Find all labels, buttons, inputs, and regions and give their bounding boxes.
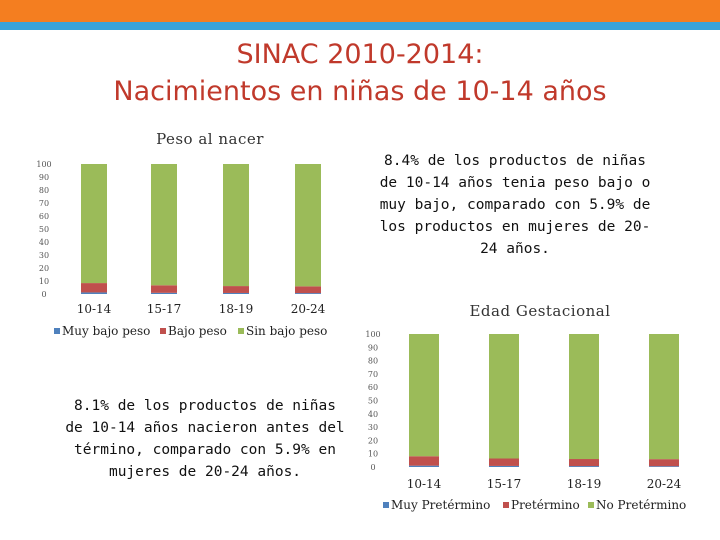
edad-bar-10-14-muy-pretérmino <box>409 465 439 467</box>
slide-title-line-2: Nacimientos en niñas de 10-14 años <box>113 76 607 107</box>
edad-y-tick-label: 80 <box>368 357 378 366</box>
edad-y-tick-label: 70 <box>368 370 378 379</box>
chart-title-peso: Peso al nacer <box>156 130 264 148</box>
edad-bar-10-14-no-pretérmino <box>409 334 439 457</box>
peso-y-tick-label: 50 <box>39 225 49 234</box>
peso-y-tick-label: 60 <box>39 212 49 221</box>
edad-legend-swatch <box>588 502 594 508</box>
edad-y-tick-label: 100 <box>365 330 380 339</box>
edad-bar-10-14-pretérmino <box>409 456 439 466</box>
peso-y-tick-label: 100 <box>36 160 51 169</box>
edad-bar-20-24-muy-pretérmino <box>649 466 679 467</box>
peso-legend-label: Sin bajo peso <box>246 324 327 338</box>
peso-category-label: 15-17 <box>147 302 182 316</box>
peso-bar-10-14-bajo-peso <box>81 283 107 293</box>
chart-title-edad: Edad Gestacional <box>469 302 611 320</box>
peso-legend-swatch <box>238 328 244 334</box>
edad-y-tick-label: 90 <box>368 343 378 352</box>
edad-bar-18-19-pretérmino <box>569 459 599 467</box>
edad-y-tick-label: 60 <box>368 383 378 392</box>
peso-bar-18-19-sin-bajo-peso <box>223 164 249 287</box>
edad-y-tick-label: 50 <box>368 397 378 406</box>
edad-category-label: 20-24 <box>647 477 682 491</box>
edad-y-tick-label: 40 <box>368 410 378 419</box>
top-accent-bar <box>0 0 720 22</box>
edad-note: 8.1% de los productos de niñas de 10-14 … <box>65 398 345 480</box>
edad-legend-label: No Pretérmino <box>596 498 686 512</box>
peso-bar-10-14-muy-bajo-peso <box>81 292 107 294</box>
peso-category-label: 18-19 <box>219 302 254 316</box>
peso-y-tick-label: 90 <box>39 173 49 182</box>
peso-note: 8.4% de los productos de niñas de 10-14 … <box>379 153 651 257</box>
peso-y-tick-label: 70 <box>39 199 49 208</box>
peso-bar-15-17-sin-bajo-peso <box>151 164 177 286</box>
peso-bar-10-14-sin-bajo-peso <box>81 164 107 284</box>
edad-category-label: 15-17 <box>487 477 522 491</box>
peso-y-tick-label: 30 <box>39 251 49 260</box>
edad-y-tick-label: 10 <box>368 450 378 459</box>
edad-bar-20-24-no-pretérmino <box>649 334 679 460</box>
peso-bar-18-19-muy-bajo-peso <box>223 292 249 294</box>
peso-bar-20-24-muy-bajo-peso <box>295 293 321 294</box>
slide-title-line-1: SINAC 2010-2014: <box>236 39 484 70</box>
peso-legend-swatch <box>160 328 166 334</box>
peso-y-tick-label: 40 <box>39 238 49 247</box>
edad-bar-15-17-pretérmino <box>489 458 519 466</box>
edad-y-tick-label: 30 <box>368 423 378 432</box>
slide-title: SINAC 2010-2014: Nacimientos en niñas de… <box>0 36 720 110</box>
edad-y-tick-label: 0 <box>370 463 375 472</box>
edad-legend-label: Muy Pretérmino <box>391 498 490 512</box>
edad-bar-15-17-no-pretérmino <box>489 334 519 459</box>
peso-y-tick-label: 10 <box>39 277 49 286</box>
peso-bar-15-17-bajo-peso <box>151 285 177 293</box>
peso-bar-18-19-bajo-peso <box>223 286 249 293</box>
peso-y-tick-label: 80 <box>39 186 49 195</box>
edad-bar-15-17-muy-pretérmino <box>489 465 519 467</box>
edad-legend-label: Pretérmino <box>511 498 580 512</box>
edad-bar-18-19-no-pretérmino <box>569 334 599 460</box>
peso-legend-label: Bajo peso <box>168 324 227 338</box>
edad-bar-18-19-muy-pretérmino <box>569 466 599 467</box>
edad-legend-swatch <box>383 502 389 508</box>
peso-category-label: 20-24 <box>291 302 326 316</box>
edad-legend-swatch <box>503 502 509 508</box>
edad-bar-20-24-pretérmino <box>649 459 679 467</box>
edad-y-tick-label: 20 <box>368 436 378 445</box>
edad-category-label: 18-19 <box>567 477 602 491</box>
peso-category-label: 10-14 <box>77 302 112 316</box>
peso-legend-swatch <box>54 328 60 334</box>
peso-bar-20-24-bajo-peso <box>295 286 321 294</box>
peso-bar-20-24-sin-bajo-peso <box>295 164 321 287</box>
peso-bar-15-17-muy-bajo-peso <box>151 292 177 294</box>
peso-legend-label: Muy bajo peso <box>62 324 150 338</box>
edad-category-label: 10-14 <box>407 477 442 491</box>
peso-y-tick-label: 0 <box>41 290 46 299</box>
peso-y-tick-label: 20 <box>39 264 49 273</box>
top-accent-bar-blue <box>0 22 720 30</box>
